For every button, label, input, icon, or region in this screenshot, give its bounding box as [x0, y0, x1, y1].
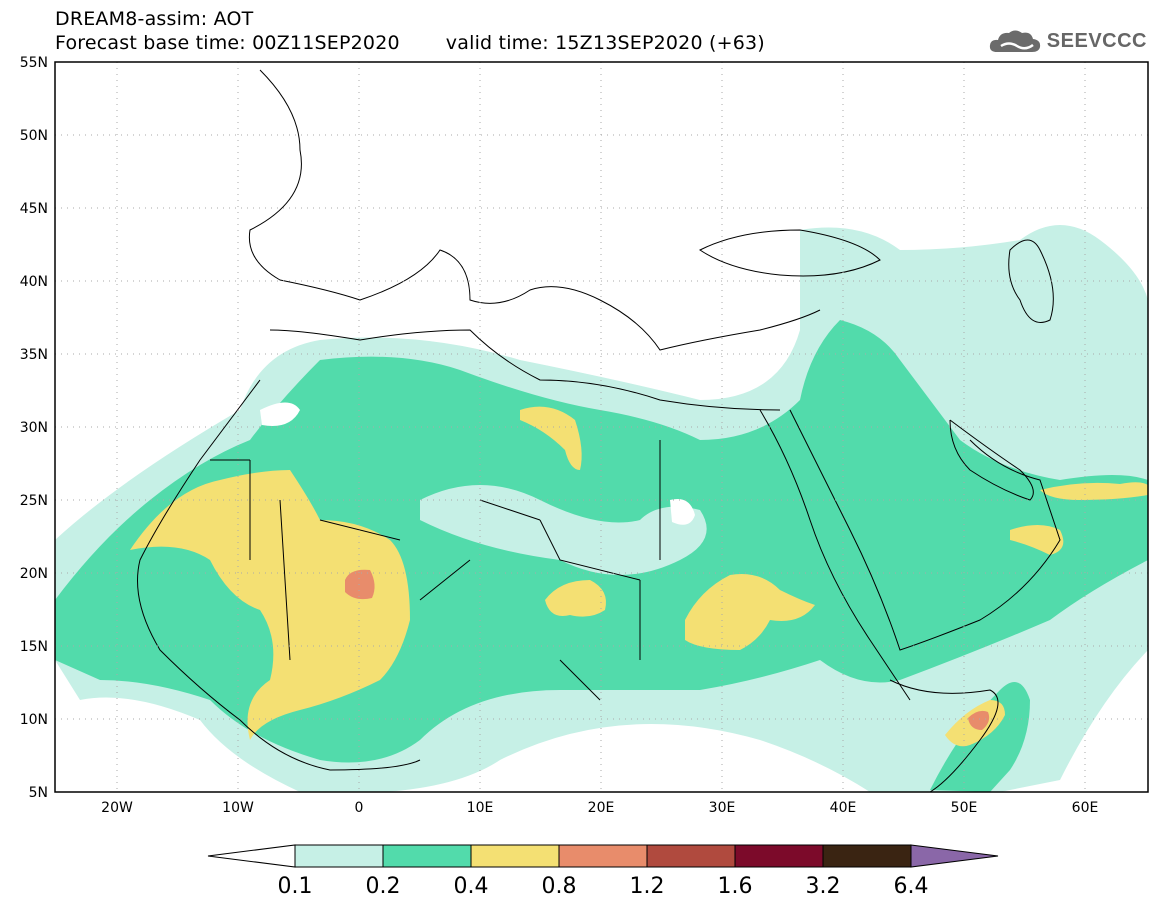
lat-tick-label: 10N — [20, 712, 48, 728]
aot-contour-0.4 — [1010, 525, 1064, 555]
aot-clear-patch — [260, 402, 300, 426]
coastline-red-sea — [759, 409, 911, 701]
map-grid — [55, 62, 1148, 792]
aot-contour-0.4 — [1040, 482, 1148, 500]
lon-tick-label: 50E — [951, 800, 978, 816]
coastline-europe-north — [248, 69, 821, 351]
coastlines — [137, 69, 1061, 792]
lat-tick-label: 50N — [20, 128, 48, 144]
aot-contour-0.4 — [520, 406, 582, 470]
aot-field — [55, 225, 1148, 792]
colorbar-label: 0.2 — [366, 874, 401, 899]
lon-tick-label: 40E — [830, 800, 857, 816]
lat-tick-label: 40N — [20, 274, 48, 290]
lon-tick-label: 10E — [467, 800, 494, 816]
map-title: DREAM8-assim: AOT — [55, 8, 254, 30]
logo-text: SEEVCCC — [1046, 29, 1147, 52]
lat-tick-label: 5N — [29, 785, 48, 801]
colorbar-swatch — [558, 844, 648, 868]
coastline-persian-gulf — [949, 419, 1034, 501]
coastline-black-sea — [699, 229, 881, 277]
lat-tick-label: 30N — [20, 420, 48, 436]
aot-contour-0.4 — [130, 470, 410, 740]
valid-time-label: valid time: 15Z13SEP2020 (+63) — [445, 32, 765, 54]
colorbar-label: 6.4 — [894, 874, 929, 899]
lon-tick-label: 10W — [222, 800, 254, 816]
lat-tick-label: 45N — [20, 201, 48, 217]
borders-africa — [210, 440, 661, 701]
coastline-caspian-sea — [1008, 239, 1054, 323]
lat-tick-label: 20N — [20, 566, 48, 582]
lon-tick-label: 20E — [588, 800, 615, 816]
map-subtitle: Forecast base time: 00Z11SEP2020 valid ti… — [55, 32, 765, 54]
colorbar-swatch — [734, 844, 824, 868]
lon-tick-label: 60E — [1072, 800, 1099, 816]
aot-contour-0.4 — [545, 580, 606, 617]
colorbar-swatch — [382, 844, 472, 868]
lon-axis: 20W 10W 0 10E 20E 30E 40E 50E 60E — [101, 800, 1098, 816]
lat-axis: 5N 10N 15N 20N 25N 30N 35N 40N 45N 50N 5… — [20, 55, 48, 801]
colorbar-label: 1.6 — [718, 874, 753, 899]
base-time-label: Forecast base time: 00Z11SEP2020 — [55, 32, 400, 54]
colorbar-label: 0.4 — [454, 874, 489, 899]
colorbar-label: 1.2 — [630, 874, 665, 899]
colorbar-label: 0.8 — [542, 874, 577, 899]
lon-tick-label: 0 — [355, 800, 364, 816]
aot-contour-0.4 — [685, 574, 815, 650]
colorbar-high-arrow — [910, 844, 999, 868]
colorbar: 0.1 0.2 0.4 0.8 1.2 1.6 3.2 6.4 — [207, 844, 999, 899]
lon-tick-label: 20W — [101, 800, 133, 816]
colorbar-swatch — [294, 844, 384, 868]
lon-tick-label: 30E — [709, 800, 736, 816]
colorbar-label: 0.1 — [278, 874, 313, 899]
lat-tick-label: 55N — [20, 55, 48, 71]
colorbar-swatch — [822, 844, 912, 868]
colorbar-label: 3.2 — [806, 874, 841, 899]
lat-tick-label: 25N — [20, 493, 48, 509]
colorbar-swatch — [470, 844, 560, 868]
cloud-icon — [989, 30, 1040, 52]
aot-contour-0.8 — [968, 710, 990, 730]
coastline-africa-north — [269, 329, 781, 411]
coastline-horn-of-africa — [889, 679, 999, 792]
colorbar-low-arrow — [207, 844, 296, 868]
aot-clear-patch — [420, 485, 707, 575]
aot-clear-patch — [670, 499, 695, 525]
colorbar-swatch — [646, 844, 736, 868]
coastline-west-africa — [137, 379, 421, 771]
lat-tick-label: 35N — [20, 347, 48, 363]
seevccc-logo: SEEVCCC — [987, 26, 1147, 56]
coastline-arabia — [789, 409, 1061, 651]
map-frame — [54, 61, 1149, 793]
aot-contour-0.8 — [345, 569, 375, 600]
lat-tick-label: 15N — [20, 639, 48, 655]
